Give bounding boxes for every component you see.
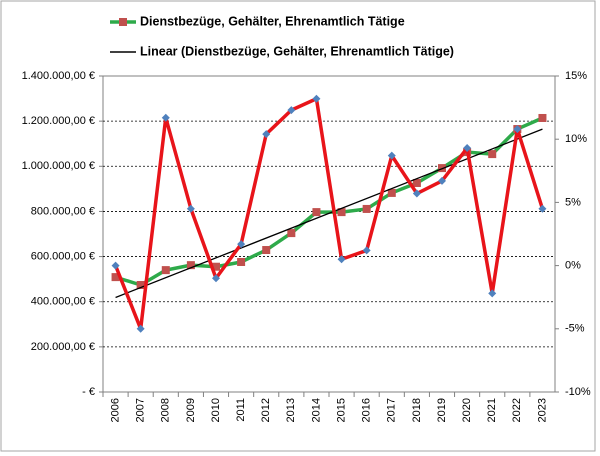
x-tick-label: 2015 — [335, 398, 347, 422]
x-tick-label: 2016 — [361, 398, 373, 422]
marker — [513, 125, 522, 134]
y2-tick-label: -5% — [565, 323, 585, 335]
marker — [312, 94, 321, 103]
y-tick-label: 800.000,00 € — [31, 205, 95, 217]
marker — [186, 261, 195, 270]
marker — [186, 204, 195, 213]
marker — [488, 289, 497, 298]
marker — [161, 266, 170, 275]
x-tick-label: 2009 — [185, 398, 197, 422]
trendline — [115, 128, 543, 299]
y2-tick-label: 5% — [565, 196, 581, 208]
x-tick-label: 2007 — [135, 398, 147, 422]
legend-label: Linear (Dienstbezüge, Gehälter, Ehrenamt… — [140, 44, 454, 58]
marker — [262, 246, 271, 255]
series-line — [113, 97, 545, 331]
x-tick-label: 2019 — [436, 398, 448, 422]
series-line — [115, 116, 544, 287]
x-tick-label: 2010 — [210, 398, 222, 422]
y2-tick-label: -10% — [565, 386, 591, 398]
y2-tick-label: 15% — [565, 70, 587, 82]
marker — [287, 229, 296, 238]
y-tick-label: 600.000,00 € — [31, 250, 95, 262]
marker — [262, 130, 271, 139]
marker — [111, 261, 120, 270]
marker — [161, 113, 170, 122]
marker — [463, 144, 472, 153]
marker — [312, 208, 321, 217]
x-tick-label: 2011 — [235, 398, 247, 422]
marker — [412, 178, 421, 187]
y2-tick-label: 10% — [565, 133, 587, 145]
y-tick-label: 1.000.000,00 € — [22, 160, 95, 172]
x-tick-label: 2006 — [109, 398, 121, 422]
plot-area — [102, 75, 556, 393]
x-tick-label: 2012 — [260, 398, 272, 422]
marker — [212, 274, 220, 283]
marker — [212, 262, 220, 271]
marker — [337, 255, 346, 264]
marker — [136, 281, 145, 290]
marker — [237, 257, 246, 266]
x-tick-label: 2008 — [160, 398, 172, 422]
x-tick-label: 2021 — [486, 398, 498, 422]
marker — [387, 188, 396, 197]
marker — [362, 204, 371, 213]
marker — [337, 208, 346, 217]
x-tick-label: 2020 — [461, 398, 473, 422]
x-tick-label: 2022 — [511, 398, 523, 422]
y-tick-label: 200.000,00 € — [31, 341, 95, 353]
marker — [387, 151, 396, 160]
marker — [538, 204, 547, 213]
x-tick-label: 2017 — [386, 398, 398, 422]
marker — [136, 324, 145, 333]
x-tick-label: 2014 — [310, 398, 322, 422]
y-tick-label: 400.000,00 € — [31, 296, 95, 308]
marker — [237, 240, 246, 249]
marker — [287, 106, 296, 115]
y-tick-label: - € — [82, 386, 95, 398]
marker — [538, 113, 547, 122]
x-tick-label: 2023 — [536, 398, 548, 422]
marker — [362, 246, 371, 255]
marker — [412, 189, 421, 198]
x-tick-label: 2013 — [285, 398, 297, 422]
legend-marker — [119, 18, 127, 26]
y-tick-label: 1.200.000,00 € — [22, 115, 95, 127]
legend-label: Dienstbezüge, Gehälter, Ehrenamtlich Tät… — [140, 14, 405, 28]
x-tick-label: 2018 — [411, 398, 423, 422]
marker — [488, 150, 497, 159]
marker — [111, 273, 120, 282]
y2-tick-label: 0% — [565, 260, 581, 272]
marker — [438, 176, 446, 185]
y-tick-label: 1.400.000,00 € — [22, 70, 95, 82]
